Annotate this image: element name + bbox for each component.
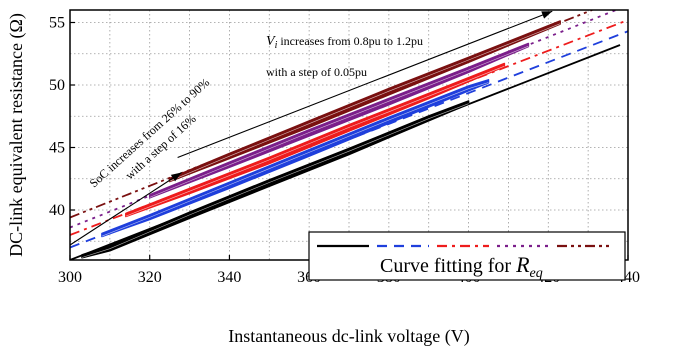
y-tick-label: 40 [49,202,65,219]
annotation-vi-line2: with a step of 0.05pu [266,65,367,79]
data-band-core-3 [125,65,505,217]
y-tick-label: 45 [49,140,65,157]
fit-line-2 [70,30,628,249]
annotation-arrows [69,10,553,246]
soc-arrow-head [170,172,182,182]
x-tick-label: 320 [138,269,162,286]
x-axis-label: Instantaneous dc-link voltage (V) [228,326,469,347]
y-tick-label: 55 [49,15,65,32]
annotation-vi: Vi increases from 0.8pu to 1.2pu [266,34,423,51]
data-band-core-1 [81,103,469,258]
y-axis-label: DC-link equivalent resistance (Ω) [6,13,27,257]
data-band-core-4 [149,45,529,198]
data-bands [81,20,561,259]
data-band-core-2 [101,82,489,237]
vi-arrow-head [541,11,553,19]
x-tick-label: 340 [217,269,241,286]
legend: Curve fitting for Req [308,231,626,281]
soc-arrow [69,172,182,246]
legend-box [308,231,626,281]
vi-arrow [177,10,553,159]
legend-label: Curve fitting for Req [380,252,543,281]
x-tick-label: 300 [58,269,82,286]
data-band-core-5 [169,23,561,182]
y-tick-label: 50 [49,77,65,94]
